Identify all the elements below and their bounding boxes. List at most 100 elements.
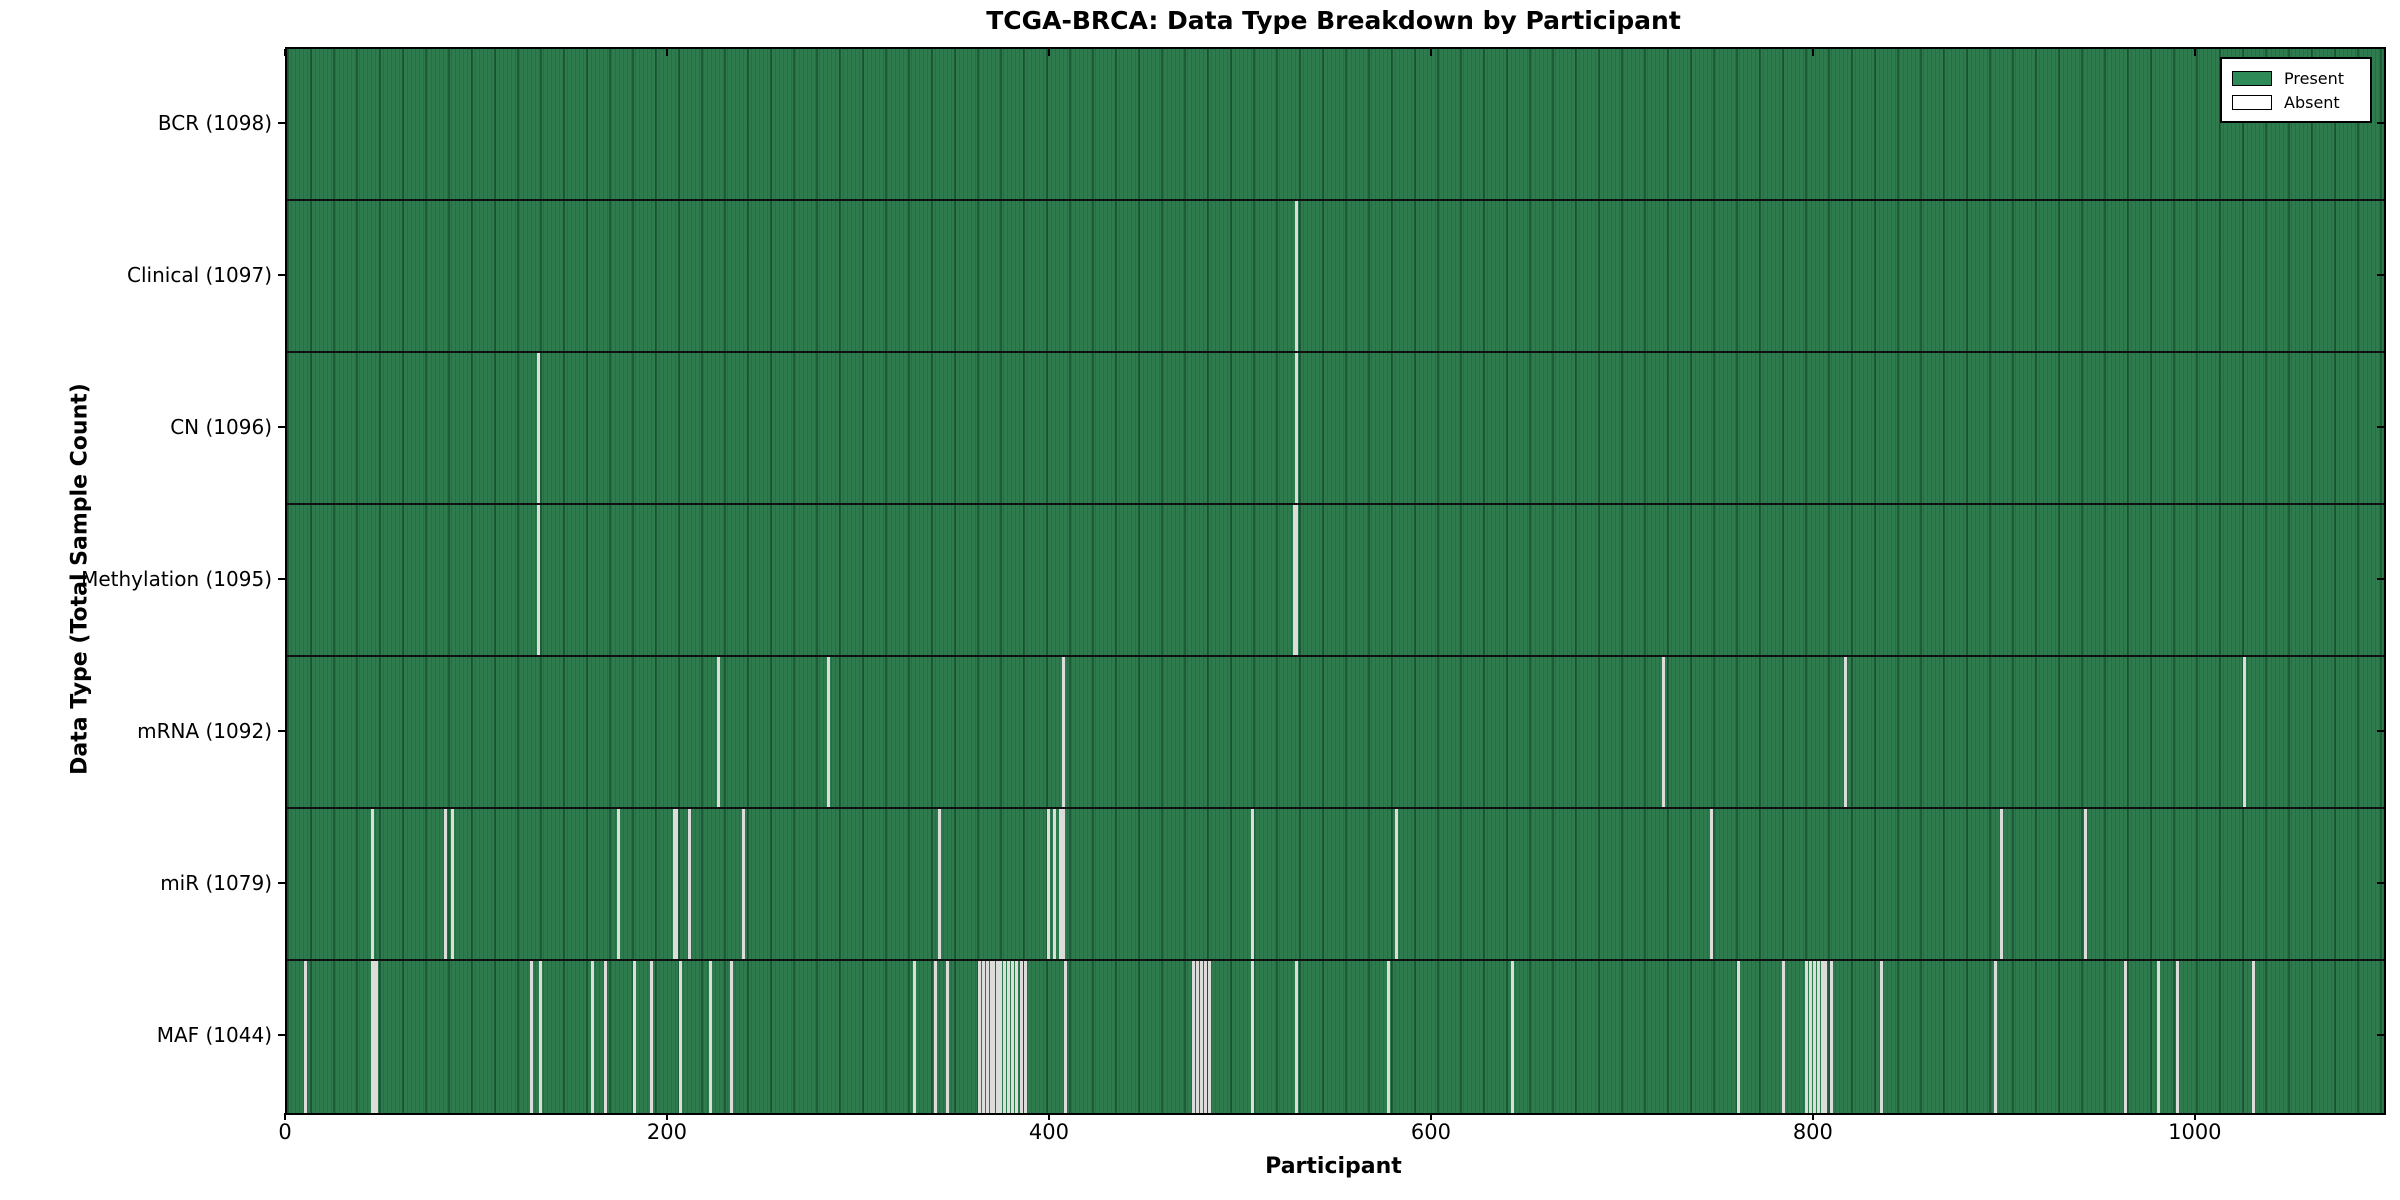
- x-tick-bottom-0: [284, 1113, 286, 1120]
- absent-cell-MAF-834: [1879, 961, 1883, 1113]
- absent-cell-mRNA-1024: [2242, 657, 2246, 807]
- absent-cell-MAF-478: [1199, 961, 1203, 1113]
- absent-cell-MAF-759: [1736, 961, 1740, 1113]
- y-tick-label-miR: miR (1079): [160, 871, 272, 895]
- absent-cell-MAF-132: [539, 961, 543, 1113]
- absent-cell-MAF-528: [1295, 961, 1299, 1113]
- x-tick-top-0: [284, 49, 286, 56]
- absent-cell-MAF-894: [1994, 961, 1998, 1113]
- absent-cell-MAF-795: [1805, 961, 1809, 1113]
- heatmap-row-CN: [287, 353, 2384, 505]
- heatmap-row-Clinical: [287, 201, 2384, 353]
- legend-label-present: Present: [2284, 68, 2345, 88]
- absent-cell-CN-528: [1295, 353, 1299, 503]
- absent-cell-CN-131: [537, 353, 541, 503]
- absent-cell-MAF-371: [995, 961, 999, 1113]
- absent-cell-MAF-805: [1824, 961, 1828, 1113]
- legend-swatch-absent: [2232, 94, 2272, 110]
- absent-cell-MAF-801: [1816, 961, 1820, 1113]
- heatmap-row-miR: [287, 809, 2384, 961]
- y-tick-left-miR: [278, 882, 285, 884]
- absent-cell-miR-341: [938, 809, 942, 959]
- absent-cell-mRNA-406: [1062, 657, 1066, 807]
- x-tick-label-1000: 1000: [2168, 1120, 2222, 1144]
- y-tick-right-CN: [2377, 426, 2384, 428]
- absent-cell-miR-505: [1251, 809, 1255, 959]
- absent-cell-MAF-9: [304, 961, 308, 1113]
- x-tick-bottom-800: [1811, 1113, 1814, 1120]
- legend-label-absent: Absent: [2284, 92, 2340, 112]
- absent-cell-MAF-159: [590, 961, 594, 1113]
- x-tick-label-600: 600: [1410, 1120, 1451, 1144]
- absent-cell-MAF-339: [934, 961, 938, 1113]
- y-tick-left-Methylation: [278, 578, 285, 580]
- absent-cell-miR-401: [1052, 809, 1056, 959]
- absent-cell-MAF-205: [678, 961, 682, 1113]
- absent-cell-Methylation-131: [537, 505, 541, 655]
- absent-cell-miR-173: [617, 809, 621, 959]
- y-tick-label-mRNA: mRNA (1092): [137, 719, 272, 743]
- heatmap-row-MAF: [287, 961, 2384, 1113]
- absent-cell-miR-405: [1060, 809, 1064, 959]
- absent-cell-MAF-127: [529, 961, 533, 1113]
- y-tick-right-MAF: [2377, 1034, 2384, 1036]
- absent-cell-mRNA-225: [716, 657, 720, 807]
- absent-cell-MAF-232: [730, 961, 734, 1113]
- x-tick-bottom-1000: [2193, 1113, 2196, 1120]
- absent-cell-MAF-328: [913, 961, 917, 1113]
- absent-cell-MAF-166: [604, 961, 608, 1113]
- absent-cell-MAF-364: [982, 961, 986, 1113]
- legend: Present Absent: [2220, 57, 2372, 123]
- y-tick-label-CN: CN (1096): [170, 415, 272, 439]
- y-axis-label: Data Type (Total Sample Count): [67, 383, 93, 775]
- absent-cell-MAF-474: [1192, 961, 1196, 1113]
- x-tick-top-800: [1811, 49, 1814, 56]
- y-tick-label-Methylation: Methylation (1095): [81, 567, 272, 591]
- y-tick-left-MAF: [278, 1034, 285, 1036]
- absent-cell-MAF-45: [372, 961, 376, 1113]
- absent-cell-MAF-505: [1251, 961, 1255, 1113]
- absent-cell-miR-398: [1047, 809, 1051, 959]
- absent-cell-MAF-368: [989, 961, 993, 1113]
- x-tick-bottom-200: [665, 1113, 668, 1120]
- absent-cell-miR-210: [688, 809, 692, 959]
- absent-cell-MAF-808: [1830, 961, 1834, 1113]
- absent-cell-MAF-377: [1007, 961, 1010, 1113]
- absent-cell-mRNA-815: [1843, 657, 1847, 807]
- y-tick-right-Methylation: [2377, 578, 2384, 580]
- absent-cell-miR-404: [1058, 809, 1062, 959]
- x-tick-top-200: [665, 49, 668, 56]
- y-tick-right-miR: [2377, 882, 2384, 884]
- x-tick-label-200: 200: [646, 1120, 687, 1144]
- absent-cell-MAF-989: [2175, 961, 2179, 1113]
- absent-cell-Methylation-527: [1293, 505, 1297, 655]
- absent-cell-miR-406: [1062, 809, 1066, 959]
- absent-cell-Methylation-528: [1295, 505, 1299, 655]
- absent-cell-mRNA-720: [1662, 657, 1666, 807]
- x-tick-bottom-600: [1429, 1113, 1432, 1120]
- absent-cell-MAF-373: [999, 961, 1003, 1113]
- y-tick-right-Clinical: [2377, 274, 2384, 276]
- absent-cell-MAF-476: [1196, 961, 1200, 1113]
- absent-cell-MAF-362: [978, 961, 982, 1113]
- absent-cell-Clinical-528: [1295, 201, 1299, 351]
- absent-cell-miR-86: [451, 809, 455, 959]
- absent-cell-MAF-379: [1010, 961, 1014, 1113]
- absent-cell-MAF-797: [1809, 961, 1813, 1113]
- absent-cell-MAF-384: [1020, 961, 1024, 1113]
- x-tick-top-400: [1047, 49, 1050, 56]
- absent-cell-MAF-1029: [2252, 961, 2256, 1113]
- legend-swatch-present: [2232, 70, 2272, 86]
- x-tick-bottom-400: [1047, 1113, 1050, 1120]
- absent-cell-miR-745: [1709, 809, 1713, 959]
- y-tick-label-MAF: MAF (1044): [156, 1023, 272, 1047]
- absent-cell-MAF-44: [371, 961, 375, 1113]
- x-tick-top-1000: [2193, 49, 2196, 56]
- absent-cell-MAF-345: [945, 961, 949, 1113]
- y-tick-right-BCR: [2377, 122, 2384, 124]
- absent-cell-MAF-381: [1014, 961, 1018, 1113]
- absent-cell-MAF-962: [2124, 961, 2128, 1113]
- x-axis-label: Participant: [1265, 1154, 1402, 1179]
- absent-cell-MAF-482: [1207, 961, 1211, 1113]
